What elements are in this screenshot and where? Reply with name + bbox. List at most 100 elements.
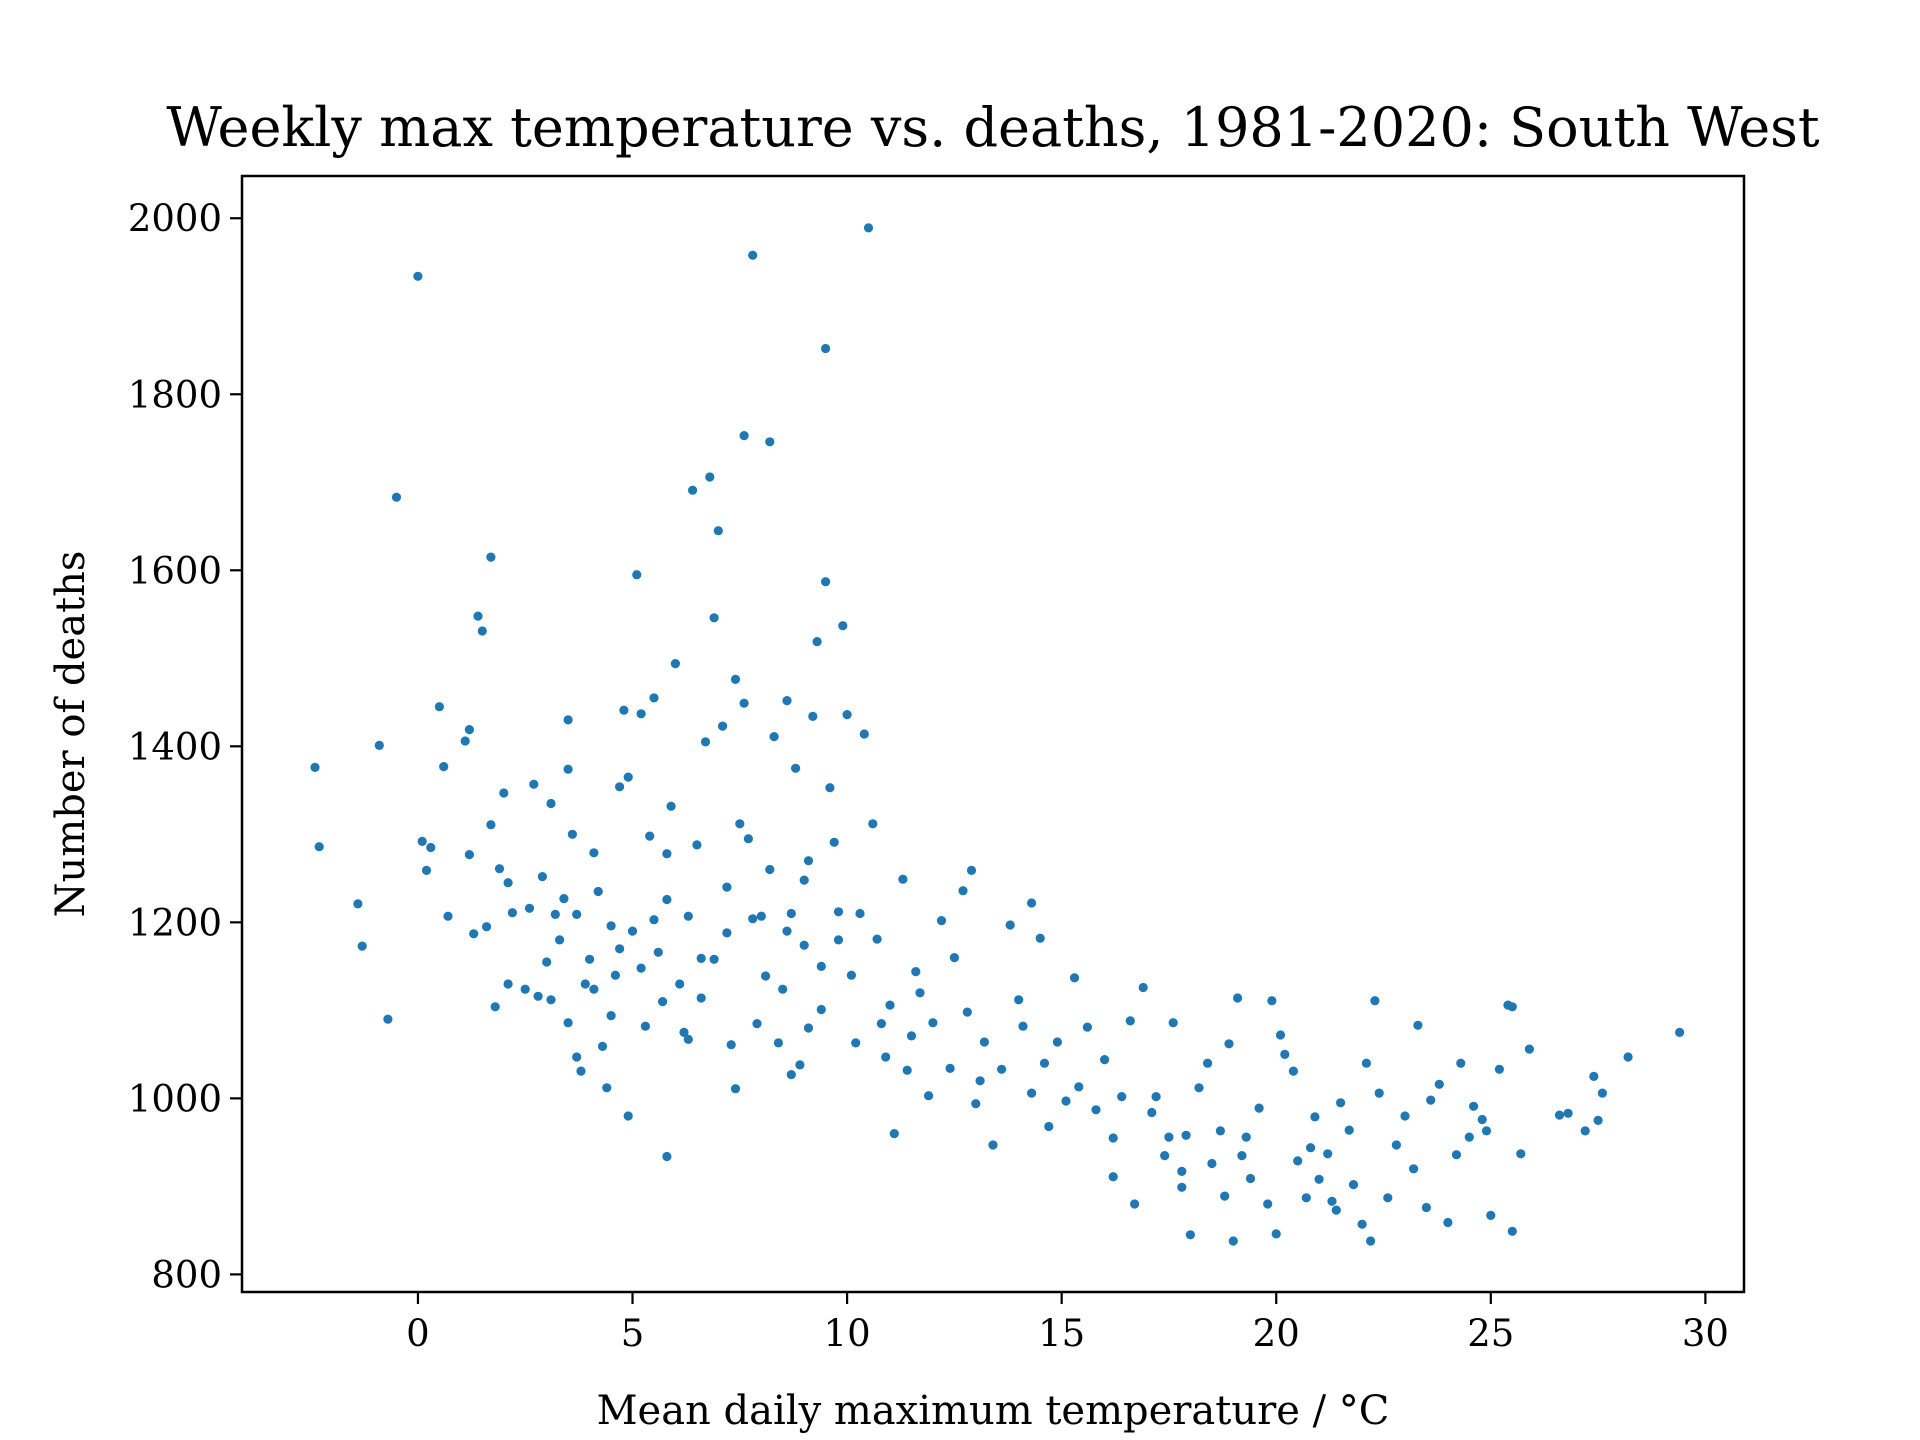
data-point <box>872 934 882 944</box>
data-point <box>658 997 668 1007</box>
data-point <box>975 1076 985 1086</box>
data-point <box>1280 1049 1290 1059</box>
data-point <box>503 878 513 888</box>
data-point <box>782 926 792 936</box>
x-tick-label: 20 <box>1253 1312 1300 1355</box>
data-point <box>1151 1092 1161 1102</box>
data-point <box>494 864 505 874</box>
data-point <box>1323 1149 1333 1159</box>
data-point <box>829 837 839 847</box>
data-point <box>739 431 749 441</box>
data-point <box>833 935 844 945</box>
data-point <box>632 570 642 580</box>
data-point <box>1091 1105 1101 1115</box>
data-point <box>666 801 676 811</box>
data-point <box>683 1034 693 1044</box>
data-point <box>460 736 470 746</box>
data-point <box>1228 1236 1238 1246</box>
data-point <box>803 1023 814 1033</box>
data-point <box>1203 1058 1213 1068</box>
data-point <box>868 819 878 829</box>
data-point <box>555 935 565 945</box>
data-point <box>786 908 796 919</box>
data-point <box>1181 1130 1191 1140</box>
data-point <box>606 1011 616 1021</box>
data-point <box>1391 1140 1401 1150</box>
data-point <box>1177 1166 1187 1176</box>
x-axis-label: Mean daily maximum temperature / °C <box>597 1388 1390 1434</box>
data-point <box>1310 1112 1320 1122</box>
data-point <box>966 865 977 876</box>
data-point <box>1451 1150 1462 1160</box>
data-point <box>1052 1037 1062 1047</box>
data-point <box>649 693 659 703</box>
data-point <box>563 764 573 774</box>
data-point <box>1443 1217 1453 1228</box>
data-point <box>842 710 852 720</box>
data-point <box>503 979 513 989</box>
data-point <box>602 1083 612 1093</box>
data-point <box>1164 1132 1174 1142</box>
data-point <box>1018 1021 1028 1031</box>
data-point <box>417 836 427 847</box>
data-point <box>1224 1039 1234 1049</box>
data-point <box>1044 1121 1054 1132</box>
data-point <box>1301 1193 1311 1203</box>
data-point <box>855 908 865 919</box>
data-point <box>863 223 874 233</box>
data-point <box>898 874 908 884</box>
data-point <box>1241 1132 1251 1142</box>
data-point <box>1331 1205 1341 1215</box>
data-point <box>722 928 732 938</box>
data-point <box>1263 1199 1273 1209</box>
data-point <box>1275 1030 1286 1040</box>
data-point <box>537 872 548 882</box>
data-point <box>1593 1115 1603 1125</box>
data-point <box>1194 1083 1204 1093</box>
data-point <box>1108 1172 1118 1182</box>
data-point <box>1271 1229 1281 1239</box>
data-point <box>683 911 693 921</box>
data-point <box>353 899 363 909</box>
data-point <box>1069 973 1080 983</box>
data-point <box>1554 1110 1565 1120</box>
data-point <box>803 856 814 866</box>
data-point <box>391 492 402 502</box>
data-point <box>1100 1055 1110 1065</box>
data-point <box>1623 1052 1633 1062</box>
y-axis-ticks: 800 1000 1200 1400 1600 1800 2000 <box>128 197 242 1296</box>
y-tick-label: 1600 <box>128 549 222 592</box>
data-point <box>1117 1092 1127 1102</box>
data-point <box>1293 1156 1303 1166</box>
y-tick-label: 1000 <box>128 1077 222 1120</box>
data-point <box>374 740 384 751</box>
data-point <box>722 882 732 892</box>
data-point <box>799 875 809 885</box>
data-point <box>1215 1126 1225 1136</box>
y-tick-label: 2000 <box>128 197 222 240</box>
data-point <box>791 763 801 773</box>
data-point <box>1061 1096 1071 1106</box>
data-point <box>477 626 487 636</box>
data-point <box>997 1064 1007 1074</box>
data-point <box>748 914 758 924</box>
data-point <box>1507 1226 1517 1236</box>
data-point <box>958 886 968 896</box>
data-point <box>1237 1151 1247 1161</box>
data-point <box>911 967 921 977</box>
data-point <box>821 577 831 587</box>
data-point <box>1254 1103 1264 1113</box>
data-point <box>589 984 599 994</box>
data-point <box>507 908 517 918</box>
data-point <box>1147 1107 1157 1118</box>
data-point <box>838 621 848 631</box>
data-point <box>726 1040 736 1050</box>
data-point <box>821 343 831 354</box>
data-point <box>1464 1132 1474 1142</box>
data-point <box>473 611 483 621</box>
data-point <box>1130 1199 1140 1209</box>
data-point <box>713 526 723 536</box>
data-point <box>743 834 754 844</box>
data-point <box>786 1070 796 1080</box>
data-point <box>1168 1018 1178 1028</box>
